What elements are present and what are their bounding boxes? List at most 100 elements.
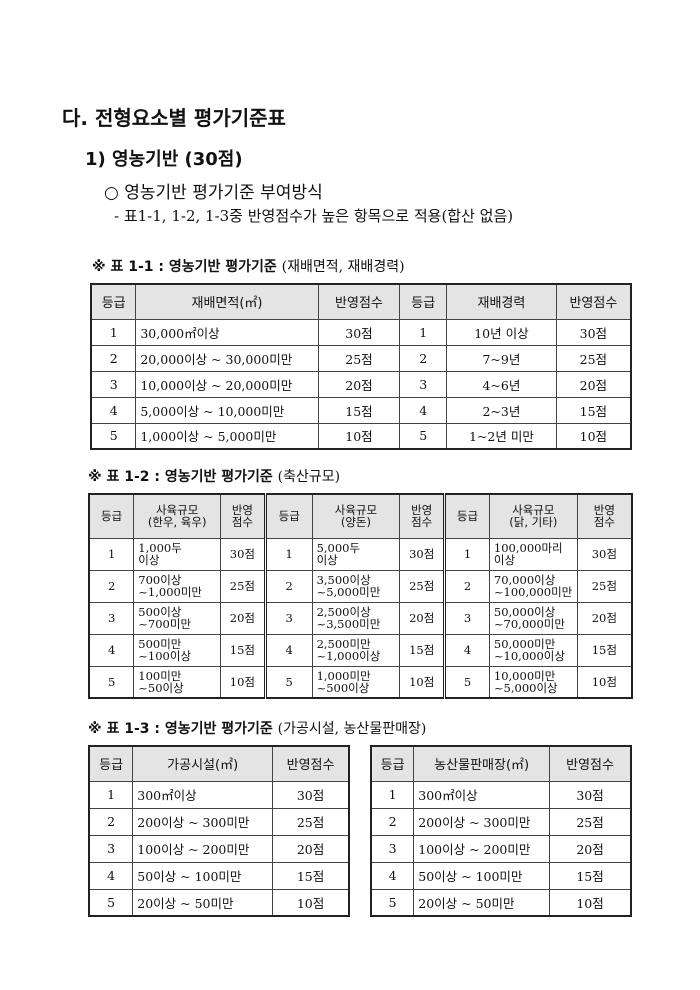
table-cell: 5 bbox=[263, 665, 313, 699]
table-1-1: 등급 재배면적(㎡) 반영점수 등급 재배경력 반영점수 1 30,000㎡이상 30점 1 10년… bbox=[90, 283, 632, 450]
table-row: 1 30,000㎡이상 30점 1 10년 이상 30점 bbox=[90, 318, 632, 346]
table-cell: 1 bbox=[370, 780, 415, 809]
table-cell: 15점 bbox=[219, 633, 266, 667]
table-cell: 30,000㎡이상 bbox=[135, 318, 319, 346]
table-cell: 10점 bbox=[399, 665, 446, 699]
table-cell: 10점 bbox=[219, 665, 266, 699]
table-cell: 1,000두 이상 bbox=[133, 537, 221, 571]
table-cell: 25점 bbox=[555, 344, 632, 372]
table-cell: 3 bbox=[88, 834, 134, 863]
table3-caption: ※ 표 1-3 : 영농기반 평가기준 (가공시설, 농산물판매장) bbox=[88, 718, 426, 738]
table-cell: 5,000두 이상 bbox=[311, 537, 401, 571]
table-row: 5 100미만 ~50이상 10점 5 1,000미만 ~500이상 10점 5 10,000… bbox=[88, 665, 633, 699]
header-row: 등급 사육규모 (한우, 육우) 반영 점수 등급 사육규모 (양돈) 반영 점수 등급 사육… bbox=[88, 493, 633, 539]
table-cell: 2,500미만 ~1,000이상 bbox=[311, 633, 401, 667]
table-cell: 1,000미만 ~500이상 bbox=[311, 665, 401, 699]
column-header: 가공시설(㎡) bbox=[132, 745, 274, 782]
column-header: 사육규모 (한우, 육우) bbox=[133, 493, 221, 539]
table-cell: 10점 bbox=[555, 422, 632, 450]
table-cell: 700이상 ~1,000미만 bbox=[133, 569, 221, 603]
table-cell: 1 bbox=[263, 537, 313, 571]
table-cell: 1 bbox=[88, 780, 134, 809]
table-cell: 20점 bbox=[555, 370, 632, 398]
table-cell: 50이상 ~ 100미만 bbox=[413, 861, 551, 890]
table-cell: 25점 bbox=[272, 807, 350, 836]
table-cell: 3 bbox=[88, 601, 135, 635]
table-cell: 20점 bbox=[399, 601, 446, 635]
note-text: - 표1-1, 1-2, 1-3중 반영점수가 높은 항목으로 적용(합산 없음… bbox=[114, 207, 514, 225]
table-cell: 200이상 ~ 300미만 bbox=[132, 807, 274, 836]
table-cell: 2 bbox=[370, 807, 415, 836]
table-cell: 30점 bbox=[576, 537, 633, 571]
table-cell: 10,000이상 ~ 20,000미만 bbox=[135, 370, 319, 398]
table-cell: 3 bbox=[370, 834, 415, 863]
table-cell: 1 bbox=[443, 537, 490, 571]
table-1-3-market: 등급 농산물판매장(㎡) 반영점수 1 300㎡이상 30점 2 200이상 ~ 300미만 2… bbox=[370, 745, 632, 917]
table-cell: 25점 bbox=[317, 344, 401, 372]
column-header: 농산물판매장(㎡) bbox=[413, 745, 551, 782]
column-header: 등급 bbox=[88, 493, 135, 539]
table-cell: 20점 bbox=[576, 601, 633, 635]
table-cell: 4 bbox=[370, 861, 415, 890]
column-header: 사육규모 (양돈) bbox=[311, 493, 401, 539]
table-cell: 1 bbox=[88, 537, 135, 571]
table-cell: 10점 bbox=[317, 422, 401, 450]
table-cell: 5 bbox=[443, 665, 490, 699]
caption-sub: (재배면적, 재배경력) bbox=[281, 259, 405, 275]
table-cell: 3 bbox=[399, 370, 448, 398]
column-header: 등급 bbox=[443, 493, 490, 539]
caption-main: ※ 표 1-3 : 영농기반 평가기준 bbox=[88, 721, 278, 737]
caption-main: ※ 표 1-2 : 영농기반 평가기준 bbox=[88, 469, 278, 485]
table-cell: 20점 bbox=[272, 834, 350, 863]
column-header: 사육규모 (닭, 기타) bbox=[488, 493, 578, 539]
table-cell: 20점 bbox=[317, 370, 401, 398]
table-cell: 15점 bbox=[399, 633, 446, 667]
table-cell: 3 bbox=[90, 370, 137, 398]
column-header: 반영점수 bbox=[272, 745, 350, 782]
table-cell: 7~9년 bbox=[446, 344, 557, 372]
table-cell: 3 bbox=[443, 601, 490, 635]
page-heading: 다. 전형요소별 평가기준표 bbox=[62, 106, 286, 130]
table-cell: 5 bbox=[88, 665, 135, 699]
table-cell: 10,000미만 ~5,000이상 bbox=[488, 665, 578, 699]
table-cell: 2~3년 bbox=[446, 396, 557, 424]
table-row: 3 10,000이상 ~ 20,000미만 20점 3 4~6년 20점 bbox=[90, 370, 632, 398]
table-cell: 30점 bbox=[219, 537, 266, 571]
column-header: 반영 점수 bbox=[576, 493, 633, 539]
table-cell: 3,500이상 ~5,000미만 bbox=[311, 569, 401, 603]
column-header: 반영점수 bbox=[549, 745, 632, 782]
column-header: 반영 점수 bbox=[399, 493, 446, 539]
table-cell: 20이상 ~ 50미만 bbox=[413, 888, 551, 917]
table-cell: 30점 bbox=[272, 780, 350, 809]
table-row: 1 300㎡이상 30점 bbox=[88, 780, 350, 809]
table-cell: 30점 bbox=[549, 780, 632, 809]
table-cell: 10점 bbox=[549, 888, 632, 917]
table-cell: 2 bbox=[88, 569, 135, 603]
table-cell: 70,000이상 ~100,000미만 bbox=[488, 569, 578, 603]
table-cell: 4 bbox=[88, 861, 134, 890]
table-cell: 10점 bbox=[272, 888, 350, 917]
table-cell: 15점 bbox=[555, 396, 632, 424]
table-cell: 2 bbox=[90, 344, 137, 372]
column-header: 등급 bbox=[263, 493, 313, 539]
caption-sub: (축산규모) bbox=[277, 469, 341, 485]
table-row: 2 700이상 ~1,000미만 25점 2 3,500이상 ~5,000미만 25점 2 7… bbox=[88, 569, 633, 603]
table-row: 3 500이상 ~700미만 20점 3 2,500이상 ~3,500미만 20점 3 50,… bbox=[88, 601, 633, 635]
table-row: 1 300㎡이상 30점 bbox=[370, 780, 632, 809]
table-cell: 2 bbox=[263, 569, 313, 603]
column-header: 등급 bbox=[399, 283, 448, 320]
table-cell: 25점 bbox=[576, 569, 633, 603]
table-cell: 4~6년 bbox=[446, 370, 557, 398]
table-cell: 2,500이상 ~3,500미만 bbox=[311, 601, 401, 635]
table-row: 2 200이상 ~ 300미만 25점 bbox=[88, 807, 350, 836]
caption-sub: (가공시설, 농산물판매장) bbox=[277, 721, 427, 737]
table-row: 3 100이상 ~ 200미만 20점 bbox=[370, 834, 632, 863]
table-row: 2 20,000이상 ~ 30,000미만 25점 2 7~9년 25점 bbox=[90, 344, 632, 372]
table2-caption: ※ 표 1-2 : 영농기반 평가기준 (축산규모) bbox=[88, 466, 340, 486]
table-cell: 50이상 ~ 100미만 bbox=[132, 861, 274, 890]
table-cell: 3 bbox=[263, 601, 313, 635]
column-header: 재배면적(㎡) bbox=[135, 283, 319, 320]
table-row: 5 1,000이상 ~ 5,000미만 10점 5 1~2년 미만 10점 bbox=[90, 422, 632, 450]
table-cell: 5 bbox=[88, 888, 134, 917]
table-row: 2 200이상 ~ 300미만 25점 bbox=[370, 807, 632, 836]
